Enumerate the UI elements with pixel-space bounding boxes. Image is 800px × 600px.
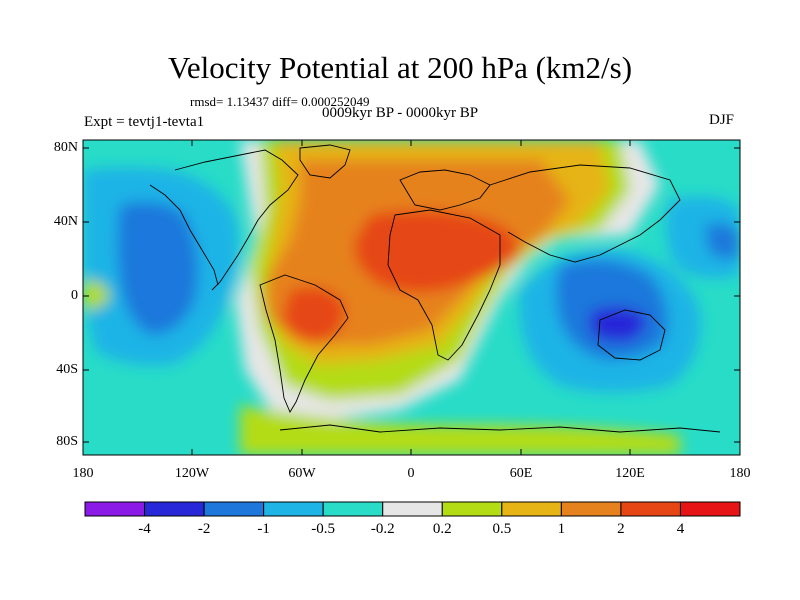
colorbar-swatch [263, 501, 324, 517]
contour-level-0.5-south [240, 405, 680, 455]
colorbar [84, 501, 741, 517]
lon-label-120w: 120W [174, 466, 210, 481]
contour-field [83, 140, 740, 455]
season-label: DJF [709, 112, 735, 128]
contour-level-4 [354, 210, 520, 293]
coastlines [149, 144, 721, 433]
colorbar-label: 2 [617, 521, 625, 537]
contour-level-neg1-nwpacific [705, 223, 740, 259]
experiment-label: Expt = tevtj1-tevta1 [84, 114, 205, 130]
colorbar-label: -1 [257, 521, 270, 537]
lat-label-80s: 80S [56, 434, 78, 449]
coastline-antarctica [279, 424, 721, 433]
axis-ticks [83, 140, 740, 455]
coastline-north-america [174, 149, 299, 291]
stats-text: rmsd= 1.13437 diff= 0.000252049 [190, 94, 370, 109]
colorbar-swatch [144, 501, 205, 517]
contour-level-neg2 [590, 306, 646, 342]
colorbar-label: -4 [138, 521, 151, 537]
lon-label-120e: 120E [615, 466, 645, 481]
colorbar-label: -2 [197, 521, 211, 537]
lon-label-0: 0 [407, 466, 415, 481]
colorbar-swatch [84, 501, 146, 517]
lon-label-180e: 180 [729, 466, 751, 481]
colorbar-label: 0.5 [492, 521, 512, 537]
coastline-europe [399, 169, 491, 211]
colorbar-swatch [441, 501, 503, 517]
coastline-greenland [299, 144, 351, 179]
colorbar-swatch [203, 501, 265, 517]
lat-label-40n: 40N [53, 214, 78, 229]
lat-label-40s: 40S [56, 362, 78, 377]
colorbar-swatch [501, 501, 562, 517]
coastline-africa [387, 209, 501, 361]
coastline-north-america-west [149, 184, 219, 286]
lon-label-180w: 180 [72, 466, 94, 481]
colorbar-swatch [382, 501, 443, 517]
colorbar-label: 4 [676, 521, 685, 537]
colorbar-swatch [322, 501, 384, 517]
colorbar-swatch [560, 501, 622, 517]
period-label: 0009kyr BP - 0000kyr BP [322, 105, 479, 121]
coastline-asia [489, 164, 681, 263]
coastline-south-america [259, 274, 349, 413]
contour-level-neg0.5-nwpacific [666, 196, 740, 279]
colorbar-label: 1 [557, 521, 566, 537]
colorbar-swatch [679, 501, 741, 517]
lat-label-80n: 80N [53, 140, 78, 155]
contour-level-neg1 [117, 201, 199, 335]
lon-label-60e: 60E [509, 466, 533, 481]
contour-level-4-south-america [282, 287, 345, 343]
contour-level-0.5-west [83, 280, 110, 310]
coastline-australia [597, 309, 666, 361]
colorbar-label: 0.2 [432, 521, 452, 537]
colorbar-label: -0.5 [311, 521, 336, 537]
colorbar-label: -0.2 [370, 521, 395, 537]
lat-label-0: 0 [71, 288, 78, 303]
chart-title: Velocity Potential at 200 hPa (km2/s) [167, 50, 633, 85]
lon-label-60w: 60W [288, 466, 316, 481]
colorbar-swatch [620, 501, 681, 517]
